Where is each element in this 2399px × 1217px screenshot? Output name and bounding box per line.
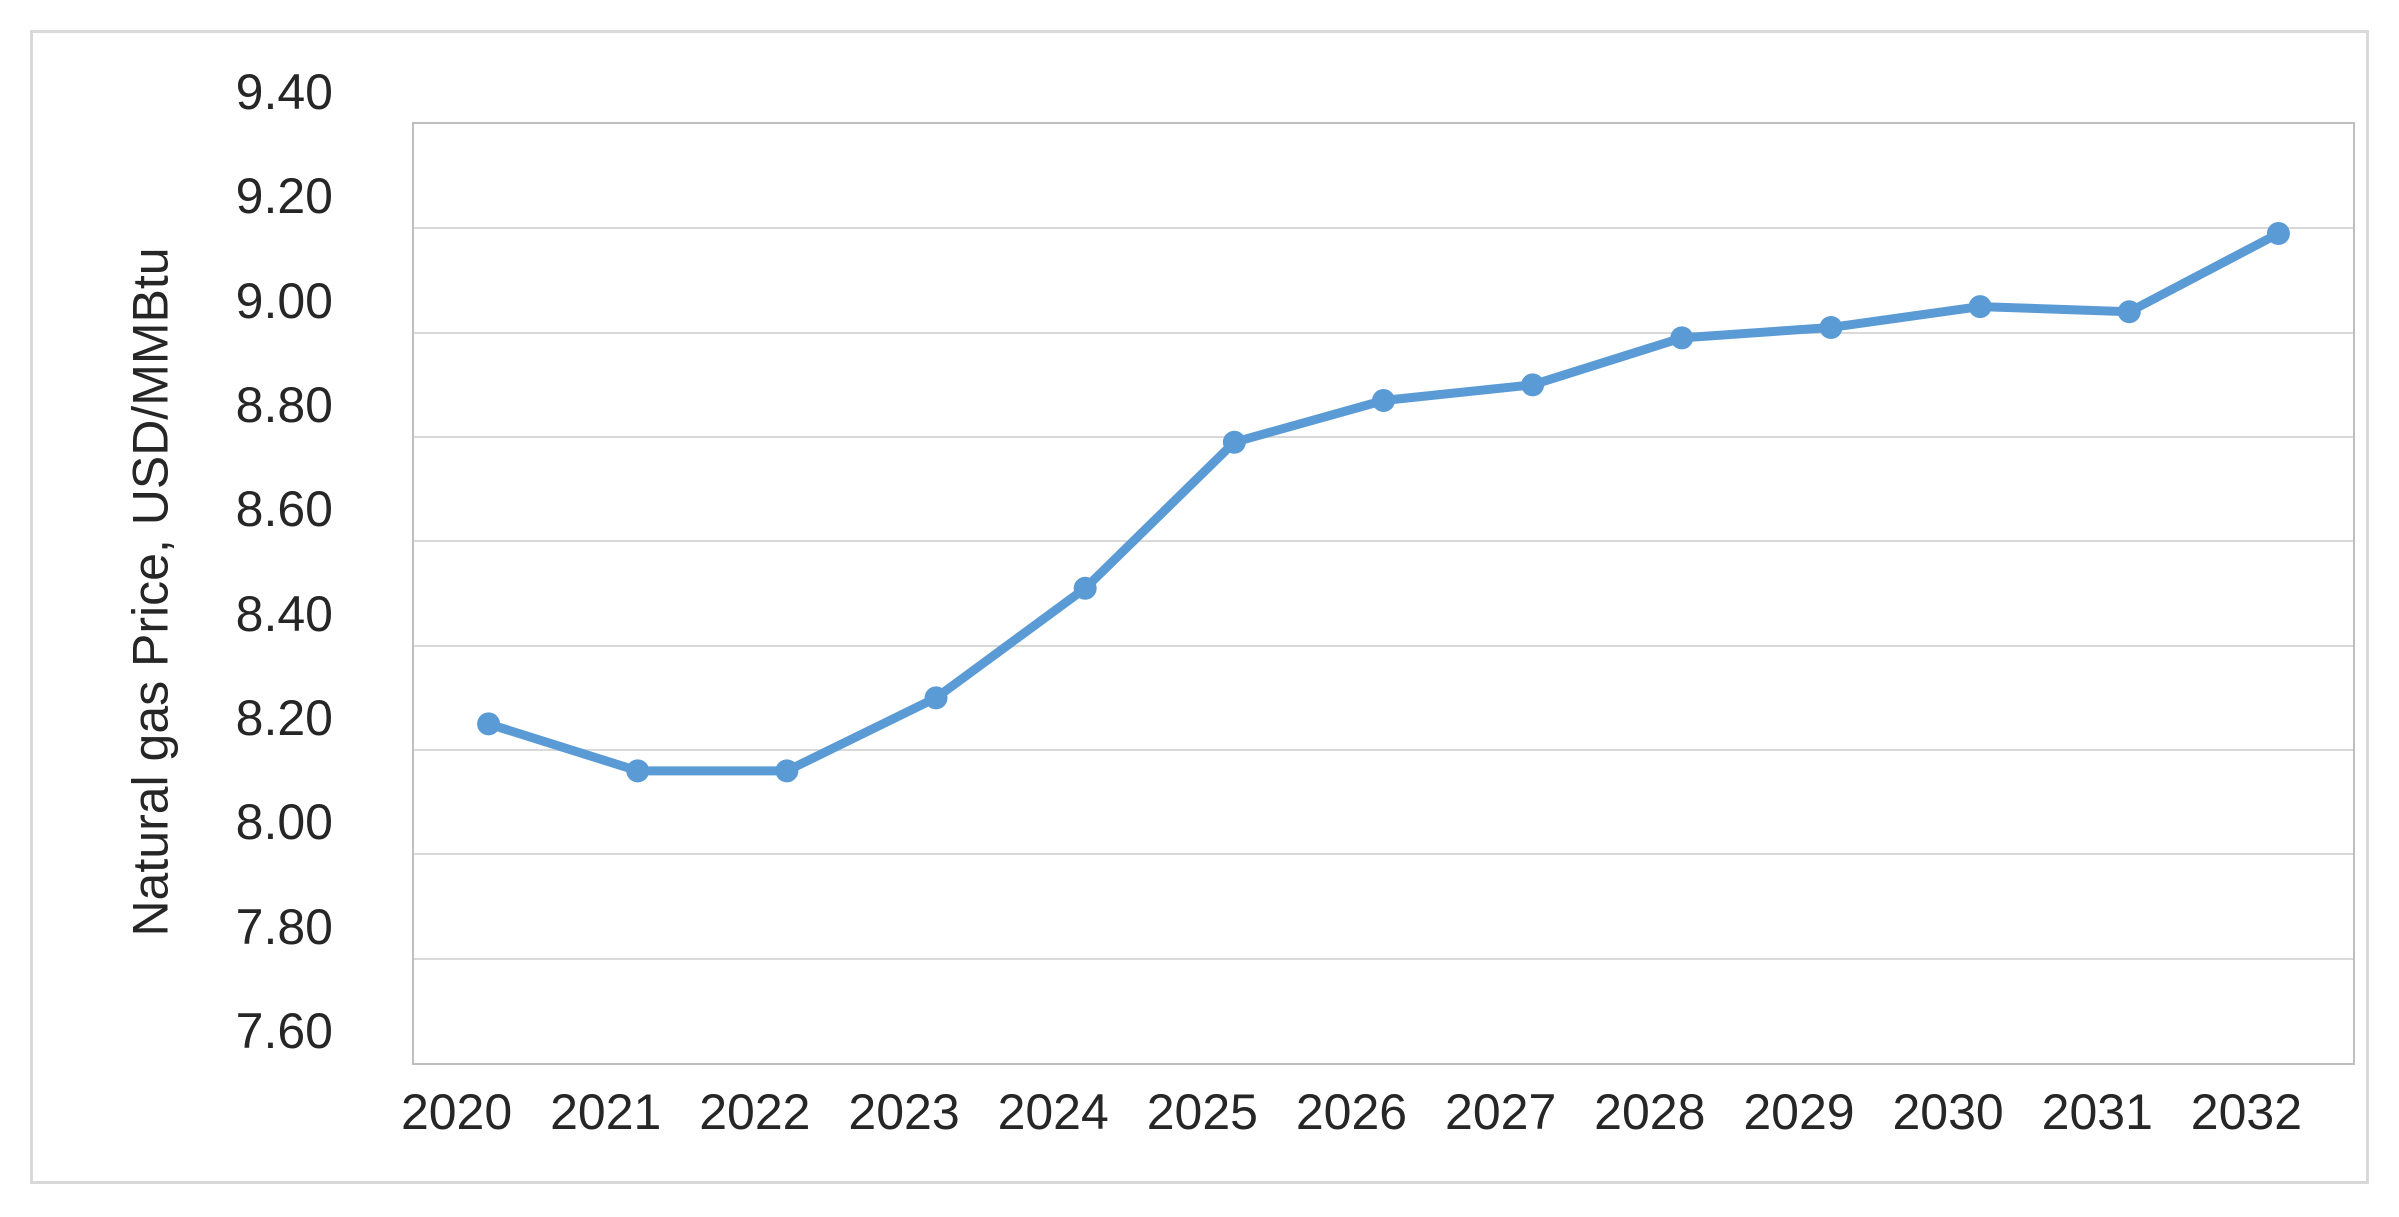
y-tick-label: 8.80 [235,377,333,433]
y-tick-label: 7.60 [235,1003,333,1059]
line-series [484,229,2283,776]
gridline [414,540,2353,543]
y-tick-label: 9.00 [235,272,333,329]
x-tick-label: 2021 [550,1084,662,1140]
data-point [1968,295,1992,319]
data-point [924,686,948,710]
x-tick-label: 2030 [1892,1084,2004,1140]
gridline [414,749,2353,751]
data-point [775,759,799,783]
data-point [477,712,501,736]
y-tick-label: 8.60 [235,481,333,538]
y-tick-label: 8.40 [235,585,333,642]
line-chart-svg [477,222,2290,783]
x-tick-label: 2020 [400,1084,513,1140]
data-point [1521,373,1545,397]
x-tick-label: 2028 [1594,1084,1706,1140]
y-tick-label: 9.40 [235,64,333,120]
data-point [1222,430,1246,454]
x-tick-label: 2025 [1146,1084,1258,1140]
data-point [626,759,650,783]
x-tick-label: 2029 [1743,1084,1855,1140]
data-point [1372,388,1395,412]
y-tick-label: 8.00 [235,794,333,851]
x-tick-label: 2031 [2041,1084,2153,1140]
data-point [1670,326,1694,350]
x-tick-label: 2022 [699,1084,811,1140]
y-tick-label: 8.20 [235,690,333,746]
x-tick-label: 2032 [2190,1084,2303,1140]
gridline [414,957,2353,960]
gridline [414,853,2353,856]
data-point [1073,576,1097,600]
chart-frame: Natural gas Price, USD/MMBtu 9.40 9.20 9.0… [30,30,2369,1184]
data-point [2117,300,2141,324]
data-point [2266,222,2290,246]
gridline [414,331,2353,334]
plot-area [412,122,2355,1065]
gridline [414,227,2353,230]
x-tick-label: 2027 [1445,1084,1557,1140]
y-tick-label: 7.80 [235,898,333,955]
y-tick-label: 9.20 [235,168,333,225]
gridline [414,436,2353,438]
data-point [1819,315,1843,339]
x-tick-label: 2023 [848,1084,960,1140]
x-tick-label: 2024 [997,1084,1109,1140]
x-tick-label: 2026 [1295,1084,1408,1140]
gridline [414,644,2353,647]
